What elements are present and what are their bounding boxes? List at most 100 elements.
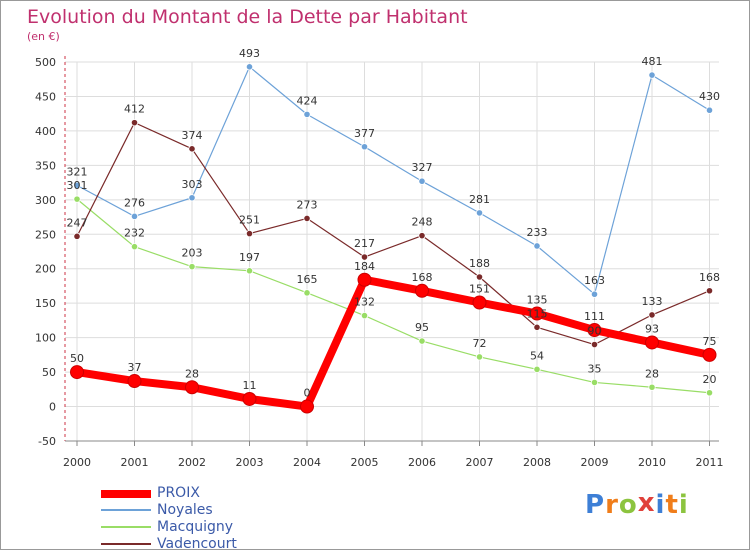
y-tick-label: 350 <box>35 159 56 172</box>
legend-label-proix: PROIX <box>157 485 200 501</box>
data-label-vadencourt: 374 <box>182 129 203 142</box>
data-point-macquigny <box>590 378 599 387</box>
x-tick-label: 2005 <box>351 456 379 469</box>
data-label-proix: 11 <box>243 379 257 392</box>
y-tick-label: 250 <box>35 228 56 241</box>
data-point-proix <box>70 365 84 380</box>
legend-label-macquigny: Macquigny <box>157 519 234 535</box>
series-line-noyales <box>76 66 711 295</box>
y-tick-label: 50 <box>42 366 56 379</box>
y-tick-label: 300 <box>35 194 56 207</box>
data-label-noyales: 233 <box>527 226 548 239</box>
data-label-noyales: 493 <box>239 47 260 60</box>
legend-swatch-vadencourt <box>101 543 151 545</box>
x-tick-label: 2008 <box>523 456 551 469</box>
series <box>70 63 717 414</box>
series-line-vadencourt <box>76 122 711 346</box>
data-label-noyales: 424 <box>297 94 318 107</box>
data-label-noyales: 281 <box>469 193 490 206</box>
x-tick-label: 2010 <box>638 456 666 469</box>
data-label-noyales: 327 <box>412 161 433 174</box>
data-label-vadencourt: 247 <box>67 216 88 229</box>
data-label-proix: 93 <box>645 322 659 335</box>
data-label-macquigny: 95 <box>415 321 429 334</box>
data-label-vadencourt: 251 <box>239 214 260 227</box>
data-label-noyales: 481 <box>642 55 663 68</box>
data-label-vadencourt: 188 <box>469 257 490 270</box>
proxiti-logo: Proxiti <box>585 488 689 520</box>
data-label-noyales: 163 <box>584 274 605 287</box>
data-label-vadencourt: 412 <box>124 103 145 116</box>
data-point-macquigny <box>360 311 369 320</box>
chart-subtitle: (en €) <box>27 30 60 43</box>
data-point-noyales <box>648 71 656 79</box>
data-label-vadencourt: 248 <box>412 216 433 229</box>
data-label-macquigny: 203 <box>182 247 203 260</box>
data-point-noyales <box>188 194 196 202</box>
data-point-noyales <box>533 242 541 250</box>
legend-swatch-noyales <box>101 509 151 511</box>
series-line-macquigny <box>76 198 711 394</box>
data-point-noyales <box>360 143 369 151</box>
data-label-macquigny: 197 <box>239 251 260 264</box>
data-point-proix <box>472 295 487 310</box>
data-point-macquigny <box>648 383 656 391</box>
data-point-noyales <box>73 181 81 189</box>
data-label-noyales: 276 <box>124 196 145 209</box>
data-point-macquigny <box>418 337 426 345</box>
data-point-vadencourt <box>73 232 81 240</box>
x-tick-label: 2011 <box>696 456 724 469</box>
data-label-noyales: 430 <box>699 90 720 103</box>
data-label-proix: 184 <box>354 260 375 273</box>
data-point-noyales <box>130 212 139 220</box>
x-tick-label: 2004 <box>293 456 321 469</box>
x-tick-label: 2006 <box>408 456 436 469</box>
chart-title: Evolution du Montant de la Dette par Hab… <box>27 6 468 28</box>
data-label-vadencourt: 217 <box>354 237 375 250</box>
legend-label-vadencourt: Vadencourt <box>157 536 237 552</box>
x-tick-label: 2003 <box>236 456 264 469</box>
data-label-noyales: 303 <box>182 178 203 191</box>
legend-swatch-proix <box>101 490 151 498</box>
data-label-proix: 168 <box>412 271 433 284</box>
data-point-macquigny <box>130 243 139 251</box>
data-label-vadencourt: 273 <box>297 198 318 211</box>
data-label-noyales: 321 <box>67 165 88 178</box>
data-point-proix <box>530 306 544 321</box>
y-tick-label: 400 <box>35 125 56 138</box>
data-point-noyales <box>705 106 714 114</box>
data-point-noyales <box>245 63 254 71</box>
data-point-macquigny <box>188 263 196 271</box>
data-point-vadencourt <box>188 145 196 153</box>
data-label-proix: 0 <box>304 387 311 400</box>
data-label-macquigny: 20 <box>703 373 717 386</box>
data-point-noyales <box>303 110 311 118</box>
legend-swatch-macquigny <box>101 526 151 528</box>
data-point-noyales <box>475 209 484 217</box>
data-label-macquigny: 54 <box>530 349 544 362</box>
data-point-vadencourt <box>705 287 714 295</box>
y-tick-label: 200 <box>35 263 56 276</box>
data-label-proix: 28 <box>185 367 199 380</box>
data-point-vadencourt <box>533 323 541 331</box>
data-point-vadencourt <box>475 273 484 281</box>
data-label-proix: 75 <box>703 335 717 348</box>
legend-label-noyales: Noyales <box>157 502 213 518</box>
data-label-vadencourt: 115 <box>527 307 548 320</box>
data-point-proix <box>357 272 372 287</box>
data-label-proix: 111 <box>584 310 605 323</box>
data-label-macquigny: 28 <box>645 367 659 380</box>
data-label-macquigny: 132 <box>354 296 375 309</box>
data-point-proix <box>185 380 199 395</box>
data-point-proix <box>242 391 257 406</box>
data-label-macquigny: 165 <box>297 273 318 286</box>
y-tick-label: 450 <box>35 90 56 103</box>
y-tick-label: 0 <box>49 401 56 414</box>
x-tick-label: 2002 <box>178 456 206 469</box>
data-label-macquigny: 35 <box>588 362 602 375</box>
data-point-macquigny <box>303 289 311 297</box>
y-tick-label: -50 <box>38 435 56 448</box>
series-line-proix <box>73 275 714 411</box>
data-label-vadencourt: 90 <box>588 325 602 338</box>
